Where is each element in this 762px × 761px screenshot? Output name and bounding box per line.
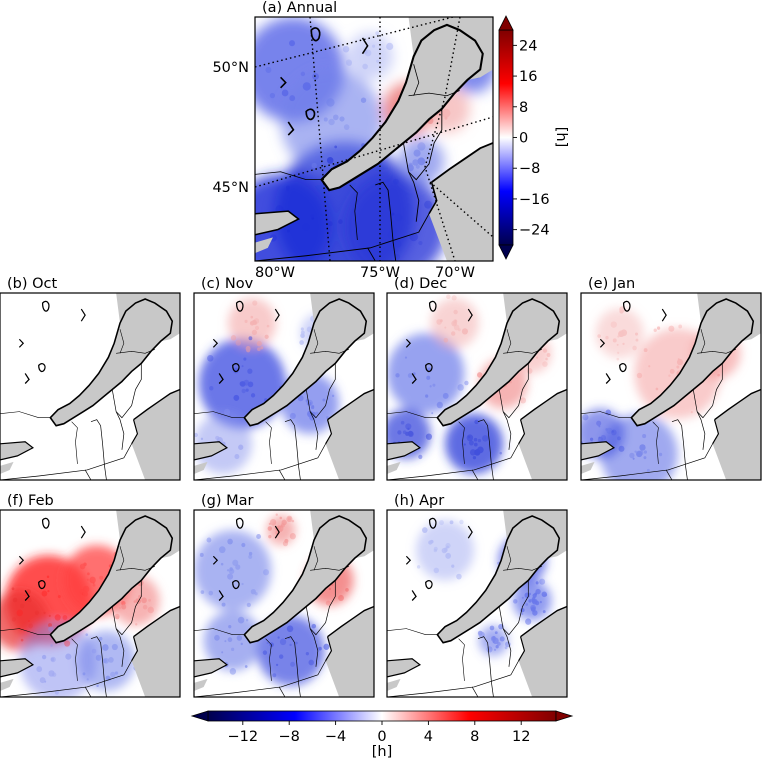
map-panel-annual: (a) Annual 50°N 45°N 80°W 75°W 70°W [212, 0, 494, 281]
colorbars: 24 16 8 0 −8 −16 −24 [h] −12 −8 −4 0 4 8 12 [h] [190, 15, 574, 760]
panel-frame [193, 292, 375, 481]
colorbar-tick-label: 0 [519, 131, 528, 147]
graticule [255, 17, 493, 261]
lon-tick-label: 75°W [360, 265, 400, 281]
colorbar-tick-label: 16 [519, 69, 537, 85]
panel-title: (f) Feb [7, 493, 54, 509]
map-panel-apr: (h) Apr [386, 493, 568, 698]
anomaly-blob [445, 413, 504, 474]
panel-frame [580, 292, 762, 481]
anomaly-blob [256, 615, 325, 686]
colorbar-tick-label: −12 [227, 729, 258, 745]
panel-frame [254, 16, 494, 262]
map-panel-jan: (e) Jan [580, 276, 762, 481]
colorbar-tick-label: 24 [519, 38, 537, 54]
anomaly-blob [266, 515, 296, 546]
lon-tick-label: 80°W [255, 265, 295, 281]
colorbar-tick-label: 8 [519, 100, 528, 116]
panel-title: (h) Apr [394, 493, 444, 509]
colorbar-tick-label: −24 [519, 223, 550, 239]
map-panels: (a) Annual 50°N 45°N 80°W 75°W 70°W (b) Oct (c)… [0, 0, 762, 698]
anomaly-blob [387, 333, 465, 414]
panel-title: (e) Jan [588, 276, 635, 292]
colorbar-tick-label: −8 [519, 161, 540, 177]
anomaly-blob [280, 69, 383, 175]
colorbar-tick-label: 0 [377, 729, 386, 745]
panel-frame [0, 292, 181, 481]
lat-tick-label: 50°N [212, 60, 249, 76]
panel-title: (b) Oct [7, 276, 58, 292]
lat-tick-label: 45°N [212, 180, 249, 196]
map-panel-dec: (d) Dec [386, 276, 568, 481]
colorbar-tick-label: −16 [519, 192, 550, 208]
colorbar-monthly: −12 −8 −4 0 4 8 12 [h] [190, 710, 574, 760]
anomaly-blob [194, 530, 272, 611]
colorbar-annual-gradient [498, 29, 514, 246]
colorbar-tick-label: −8 [279, 729, 300, 745]
colorbar-tick-label: 12 [512, 729, 530, 745]
panel-title: (c) Nov [201, 276, 254, 292]
lon-tick-label: 70°W [435, 265, 475, 281]
colorbar-extend-high [555, 710, 574, 722]
panel-title: (d) Dec [394, 276, 447, 292]
anomaly-blob [203, 610, 262, 671]
map-panel-nov: (c) Nov [193, 276, 375, 481]
colorbar-monthly-gradient [207, 710, 557, 722]
colorbar-monthly-label: [h] [372, 744, 393, 760]
colorbar-extend-low [190, 710, 209, 722]
colorbar-extend-low [498, 244, 514, 260]
map-panel-feb: (f) Feb [0, 493, 181, 698]
anomaly-blob [347, 32, 394, 80]
panel-frame [386, 292, 568, 481]
colorbar-annual: 24 16 8 0 −8 −16 −24 [h] [498, 15, 569, 260]
colorbar-tick-label: 8 [470, 729, 479, 745]
anomaly-blob [416, 520, 475, 581]
anomaly-blob [344, 174, 447, 261]
panel-title: (a) Annual [262, 0, 337, 16]
panel-frame [193, 509, 375, 698]
panel-frame [386, 509, 568, 698]
panel-frame [0, 509, 181, 698]
colorbar-tick-label: 4 [424, 729, 433, 745]
colorbar-annual-label: [h] [553, 127, 569, 148]
map-panel-oct: (b) Oct [0, 276, 181, 481]
map-panel-mar: (g) Mar [193, 493, 375, 698]
anomaly-blob [430, 298, 479, 349]
panel-title: (g) Mar [201, 493, 254, 509]
colorbar-tick-label: −4 [325, 729, 346, 745]
colorbar-extend-high [498, 15, 514, 31]
